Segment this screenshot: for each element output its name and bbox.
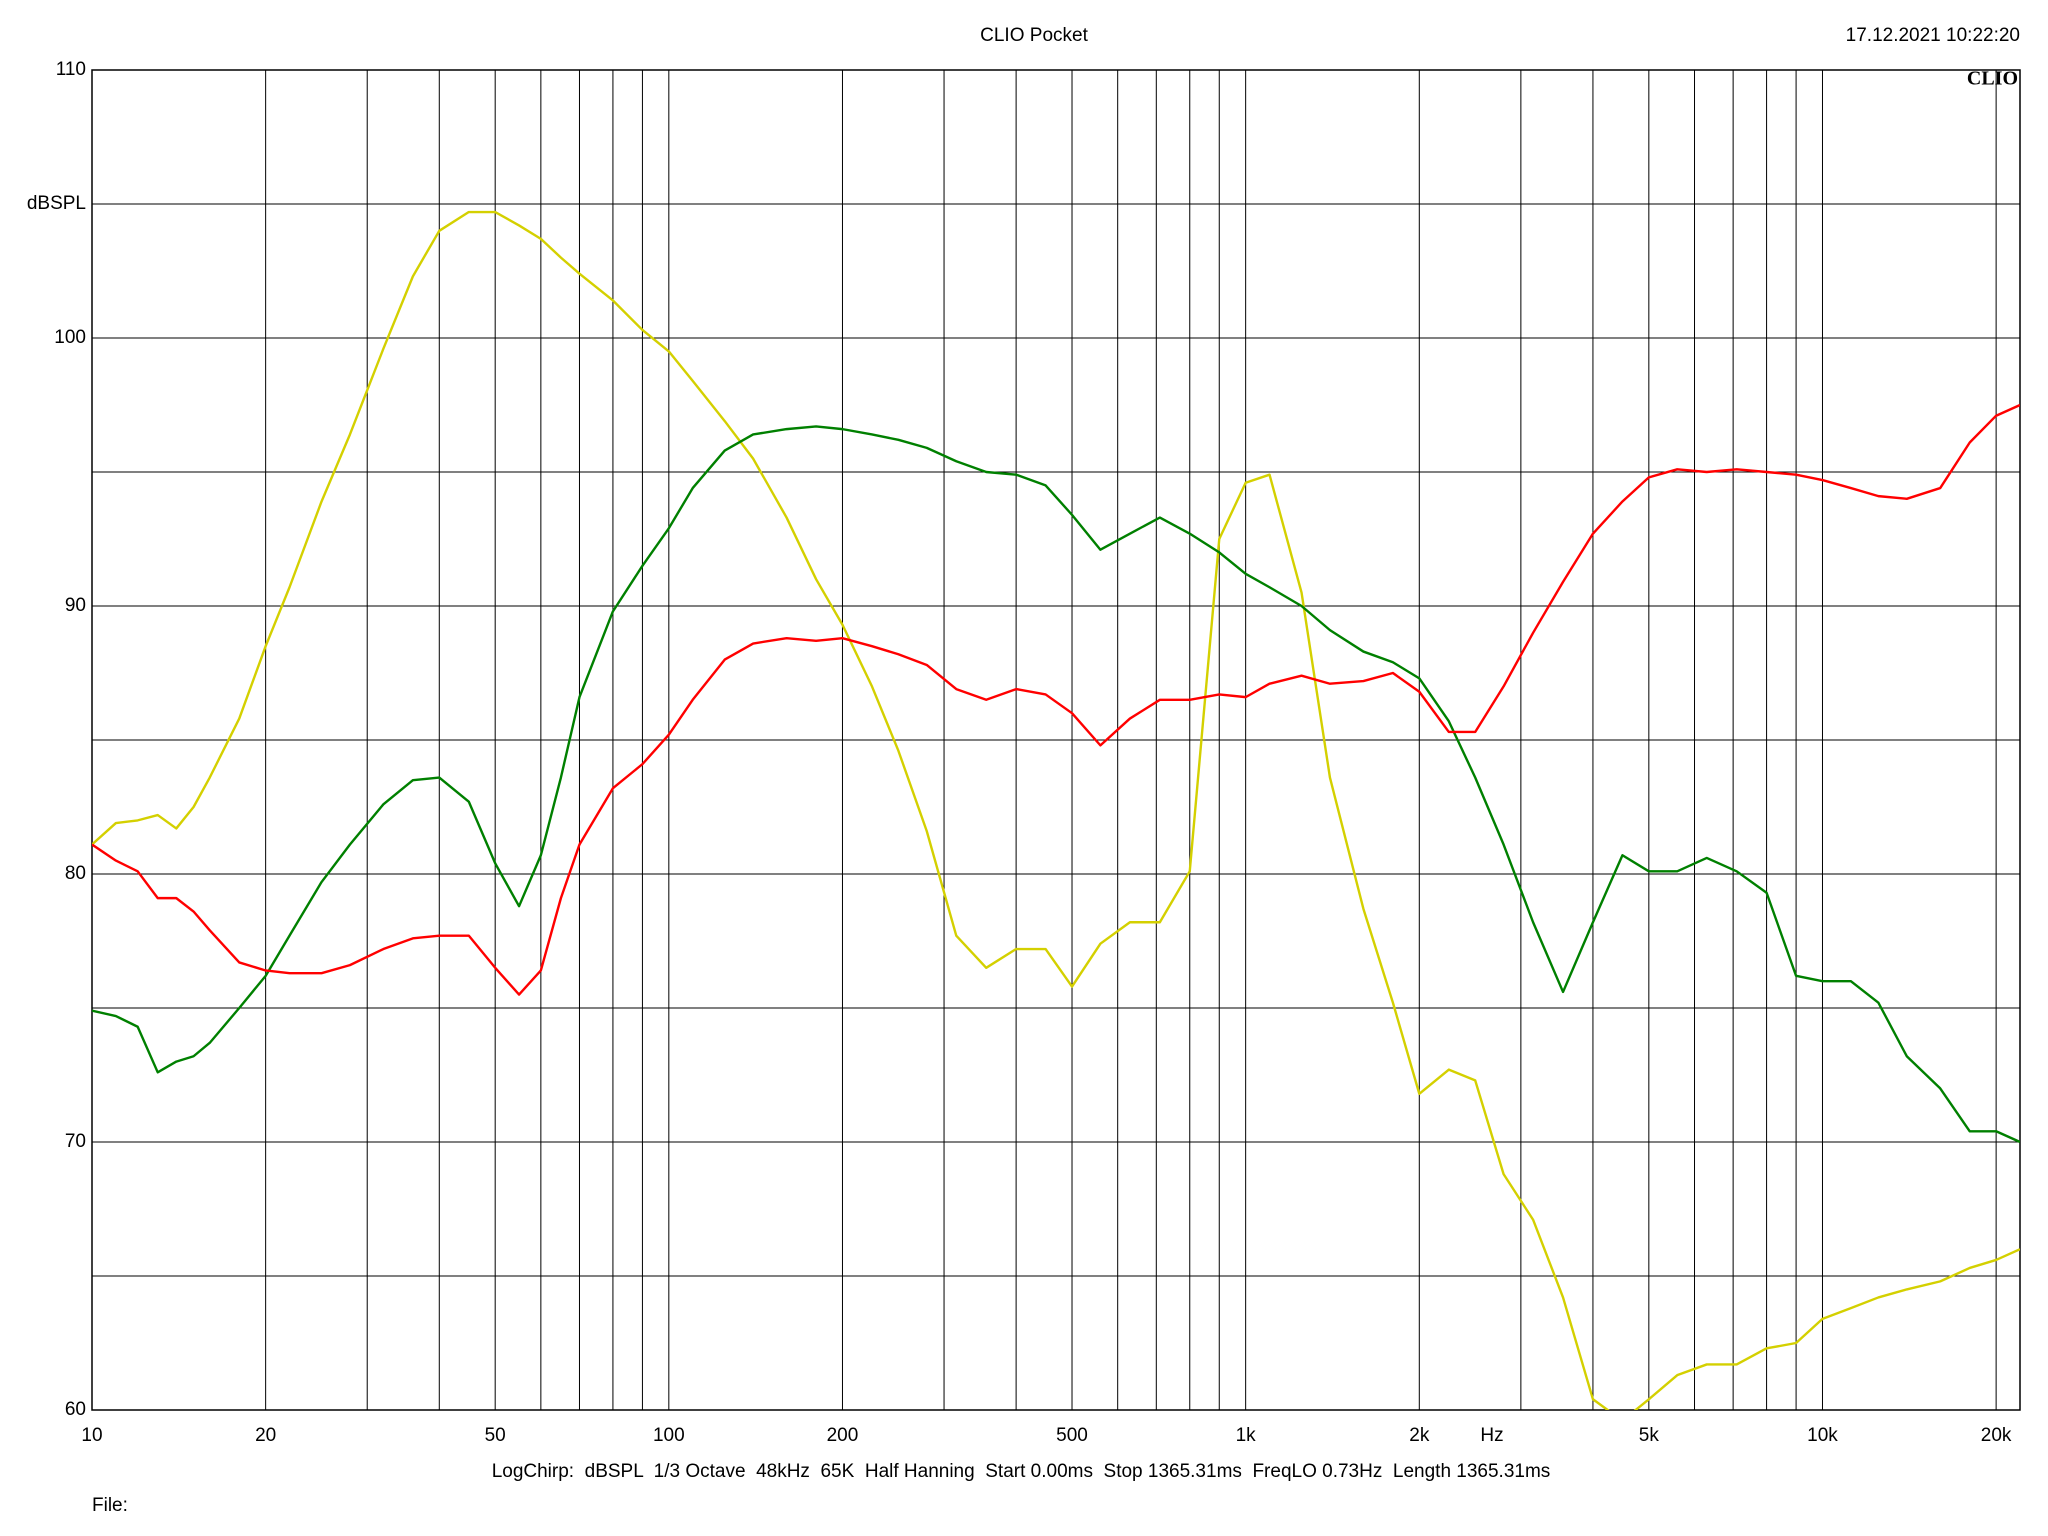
y-tick-label: 110 [56,59,86,80]
x-tick-label: 5k [1639,1425,1660,1446]
x-tick-label: 20 [255,1425,276,1446]
timestamp: 17.12.2021 10:22:20 [1846,25,2020,46]
logo: CLIO [1967,68,2018,90]
footer: LogChirp: dBSPL 1/3 Octave 48kHz 65K Hal… [492,1461,1551,1482]
x-tick-label: 50 [485,1425,506,1446]
x-axis-label: Hz [1480,1425,1503,1446]
y-tick-label: 70 [65,1131,86,1152]
x-tick-label: 100 [653,1425,685,1446]
x-tick-label: 2k [1409,1425,1430,1446]
y-tick-label: 100 [54,327,86,348]
series-line [92,403,2020,996]
y-tick-label: 90 [65,595,86,616]
series-line [92,425,2020,1144]
x-tick-label: 20k [1981,1425,2012,1446]
x-tick-label: 10k [1807,1425,1838,1446]
file-label: File: [92,1495,128,1516]
x-tick-label: 10 [81,1425,102,1446]
chart-title: CLIO Pocket [980,25,1088,46]
y-tick-label: 80 [65,863,86,884]
x-tick-label: 200 [827,1425,859,1446]
y-axis-label: dBSPL [27,193,86,214]
x-tick-label: 1k [1236,1425,1257,1446]
series-line [92,210,2020,1410]
y-tick-label: 60 [65,1399,86,1420]
x-tick-label: 500 [1056,1425,1088,1446]
